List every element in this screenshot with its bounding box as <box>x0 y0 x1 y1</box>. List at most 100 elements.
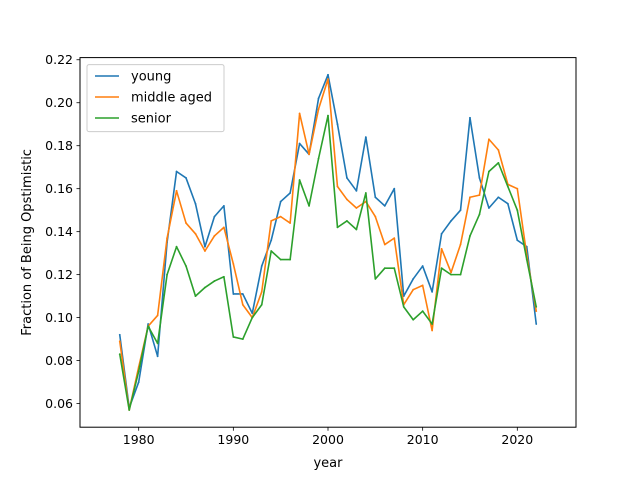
data-point-senior-2014 <box>459 273 462 276</box>
data-point-middle-aged-1999 <box>317 108 320 111</box>
data-point-young-2001 <box>336 123 339 126</box>
legend-label-young: young <box>131 70 171 85</box>
data-point-middle-aged-1984 <box>175 189 178 192</box>
data-point-senior-2021 <box>525 258 528 261</box>
x-tick-label-2010: 2010 <box>407 432 439 447</box>
data-point-senior-2013 <box>450 273 452 276</box>
legend-label-senior: senior <box>131 112 172 127</box>
data-point-middle-aged-1993 <box>260 290 263 293</box>
y-tick-label-0.20: 0.20 <box>45 95 73 110</box>
data-point-middle-aged-2006 <box>383 243 386 246</box>
data-point-senior-1992 <box>251 316 254 319</box>
data-point-senior-2006 <box>383 267 386 270</box>
data-point-middle-aged-2012 <box>440 247 443 250</box>
y-axis: 0.06 0.08 0.10 0.12 0.14 0.16 0.18 0.20 0.22 <box>45 52 80 411</box>
data-point-senior-1979 <box>128 409 131 411</box>
data-point-senior-1989 <box>222 275 225 278</box>
data-point-senior-1984 <box>175 245 178 248</box>
data-point-young-1984 <box>175 170 178 173</box>
data-point-senior-2020 <box>516 209 519 212</box>
data-point-young-1989 <box>222 204 225 207</box>
data-point-senior-1995 <box>279 258 282 261</box>
data-point-middle-aged-2009 <box>412 288 415 291</box>
data-point-senior-1986 <box>194 295 197 298</box>
data-point-senior-1985 <box>185 265 187 267</box>
data-point-middle-aged-2000 <box>327 78 329 80</box>
data-point-senior-1990 <box>232 336 235 338</box>
data-point-middle-aged-2018 <box>497 149 500 151</box>
x-tick-label-1990: 1990 <box>217 432 249 447</box>
data-point-young-1990 <box>232 293 235 295</box>
data-point-young-1997 <box>298 142 301 145</box>
data-point-middle-aged-1985 <box>185 222 187 224</box>
y-tick-label-0.16: 0.16 <box>45 181 73 196</box>
data-point-middle-aged-1988 <box>213 235 216 237</box>
data-point-senior-1999 <box>317 157 320 160</box>
data-point-young-1982 <box>156 355 159 358</box>
data-point-senior-2002 <box>346 220 348 222</box>
data-point-middle-aged-2016 <box>478 194 481 197</box>
data-point-senior-1988 <box>213 280 216 282</box>
data-point-middle-aged-1986 <box>194 232 197 235</box>
data-point-senior-2008 <box>402 305 405 308</box>
data-point-senior-2009 <box>412 318 415 321</box>
data-point-senior-1981 <box>147 325 150 328</box>
y-tick-label-0.18: 0.18 <box>45 138 73 153</box>
data-point-young-2004 <box>364 136 367 139</box>
data-point-young-1991 <box>241 293 244 295</box>
legend: young middle aged senior <box>86 64 225 133</box>
y-tick-label-0.22: 0.22 <box>45 52 73 67</box>
y-tick-label-0.12: 0.12 <box>45 267 73 282</box>
legend-label-middle-aged: middle aged <box>131 91 212 106</box>
data-point-young-2017 <box>488 207 490 209</box>
data-point-middle-aged-2005 <box>374 215 377 218</box>
data-point-middle-aged-1983 <box>166 237 168 240</box>
data-point-young-2014 <box>459 209 462 212</box>
data-point-middle-aged-1982 <box>156 314 159 317</box>
data-point-young-1992 <box>251 312 254 315</box>
data-point-senior-2007 <box>393 267 396 270</box>
data-point-young-1999 <box>317 97 320 100</box>
data-point-young-2009 <box>412 278 415 280</box>
data-point-middle-aged-2017 <box>488 138 490 141</box>
data-point-senior-1982 <box>156 342 159 345</box>
x-axis: 1980 1990 2000 2010 2020 <box>123 427 533 447</box>
data-point-senior-1998 <box>308 204 310 207</box>
data-point-young-2015 <box>469 116 471 119</box>
x-tick-label-1980: 1980 <box>123 432 155 447</box>
data-point-young-1986 <box>194 202 197 205</box>
data-point-senior-2019 <box>506 185 509 188</box>
data-point-middle-aged-1990 <box>232 262 235 265</box>
data-point-middle-aged-1995 <box>279 215 282 218</box>
y-tick-label-0.06: 0.06 <box>45 396 73 411</box>
data-point-young-2016 <box>478 177 481 179</box>
data-point-senior-1993 <box>260 303 263 306</box>
data-point-middle-aged-1994 <box>270 220 273 222</box>
data-point-middle-aged-2001 <box>336 185 339 188</box>
data-point-middle-aged-1991 <box>241 303 244 306</box>
data-point-senior-2016 <box>478 213 481 216</box>
data-point-senior-2010 <box>421 310 424 313</box>
data-point-senior-1978 <box>118 353 121 356</box>
data-point-middle-aged-2007 <box>393 237 396 240</box>
data-point-senior-1983 <box>166 273 168 276</box>
data-point-young-1995 <box>279 200 282 203</box>
data-point-senior-2012 <box>440 267 443 270</box>
data-point-senior-1997 <box>298 179 301 181</box>
data-point-young-2022 <box>535 323 538 325</box>
data-point-middle-aged-2003 <box>355 207 358 209</box>
x-tick-label-2020: 2020 <box>501 432 533 447</box>
data-point-senior-2001 <box>336 226 339 229</box>
data-point-middle-aged-1989 <box>222 226 225 229</box>
data-point-young-1994 <box>270 239 273 242</box>
data-point-middle-aged-2002 <box>346 198 348 201</box>
data-point-young-1996 <box>289 192 292 194</box>
data-point-senior-1994 <box>270 250 273 252</box>
data-point-young-2010 <box>421 265 424 267</box>
data-point-senior-2003 <box>355 228 358 231</box>
x-axis-label: year <box>313 456 343 471</box>
data-point-young-1993 <box>260 265 263 267</box>
data-point-young-2007 <box>393 187 396 190</box>
data-point-senior-2022 <box>535 305 538 308</box>
data-point-young-2002 <box>346 177 348 179</box>
